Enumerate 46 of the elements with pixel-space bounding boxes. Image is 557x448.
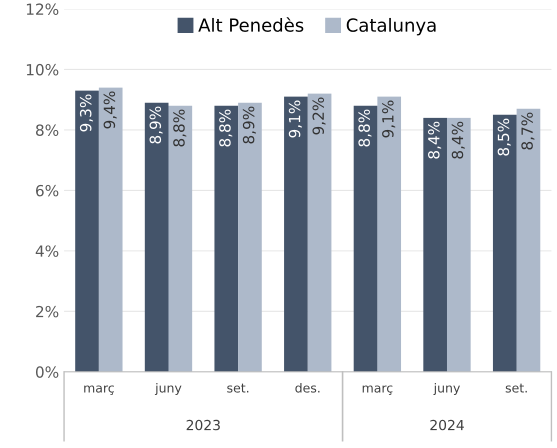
bar <box>168 106 192 372</box>
y-tick-label: 12% <box>26 3 58 15</box>
y-tick-label: 4% <box>36 245 58 257</box>
data-label: 9,2% <box>312 98 326 135</box>
x-tick-label: març <box>84 385 114 395</box>
x-tick-label: set. <box>227 384 248 393</box>
data-label: 8,9% <box>242 106 256 144</box>
y-tick-label: 8% <box>36 124 58 136</box>
data-label: 9,4% <box>104 91 117 128</box>
x-tick-label: set. <box>506 384 527 393</box>
legend-label: Catalunya <box>346 18 436 36</box>
bar <box>354 106 378 372</box>
x-tick-label: des. <box>295 382 320 393</box>
text: 2023 <box>186 420 220 430</box>
bar <box>75 90 99 372</box>
data-label: 8,8% <box>358 110 372 147</box>
x-tick-label: març <box>362 385 392 395</box>
data-label: 8,8% <box>219 110 232 147</box>
data-label: 9,3% <box>80 94 94 132</box>
y-tick-label: 0% <box>36 366 58 378</box>
y-tick-label: 6% <box>36 184 58 196</box>
bar <box>98 88 123 372</box>
data-label: 8,7% <box>521 112 534 150</box>
data-label: 9,1% <box>382 100 396 138</box>
y-tick-label: 2% <box>36 306 58 318</box>
text: 2024 <box>430 420 464 430</box>
data-label: 8,5% <box>498 118 511 156</box>
bar <box>284 96 308 372</box>
data-label: 8,4% <box>452 122 465 159</box>
bar <box>377 96 402 372</box>
data-label: 8,8% <box>173 110 186 147</box>
legend-label: Alt Penedès <box>198 17 304 32</box>
bar <box>516 108 540 372</box>
data-label: 9,1% <box>288 100 302 138</box>
bar <box>423 118 447 372</box>
x-tick-label: juny <box>433 382 460 396</box>
x-tick-label: juny <box>154 382 182 396</box>
bar <box>446 118 471 372</box>
bar <box>144 102 168 372</box>
bar <box>308 94 332 372</box>
data-label: 8,4% <box>428 122 442 159</box>
bar <box>238 102 262 372</box>
data-label: 8,9% <box>150 106 163 144</box>
bar <box>492 114 517 372</box>
y-tick-label: 10% <box>26 64 58 76</box>
bar <box>214 106 238 372</box>
